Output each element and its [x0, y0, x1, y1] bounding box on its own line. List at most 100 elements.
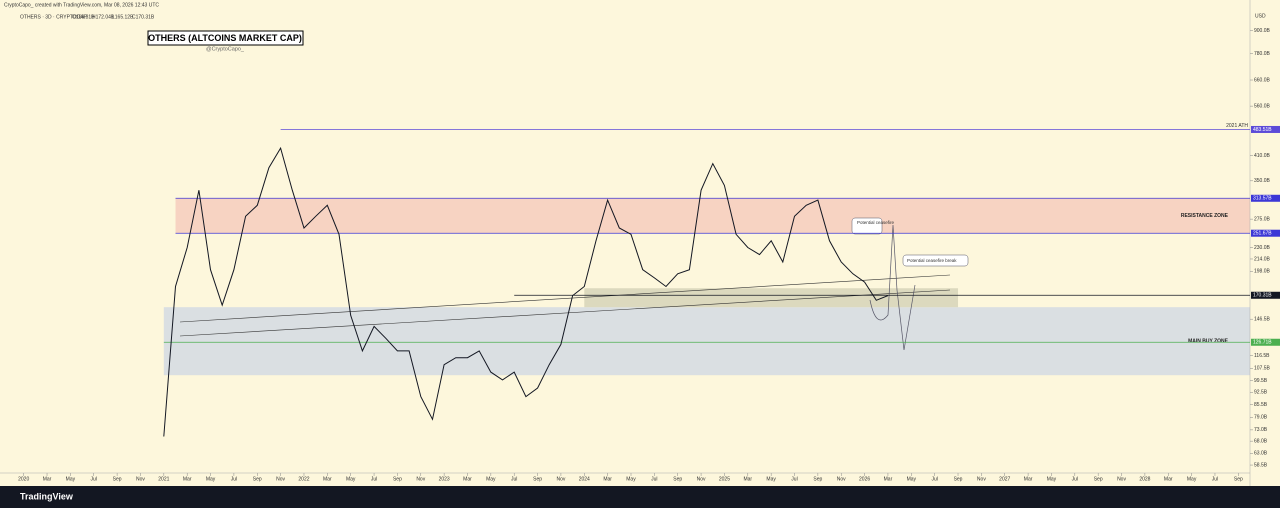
x-tick-label: Jul — [651, 476, 657, 482]
x-tick-label: 2020 — [18, 476, 29, 482]
price-tag-label: 251.67B — [1253, 231, 1272, 237]
x-tick-label: Jul — [91, 476, 97, 482]
y-tick-label: 99.5B — [1254, 378, 1268, 384]
zone-label: MAIN BUY ZONE — [1188, 339, 1229, 345]
price-tag — [1251, 291, 1280, 299]
x-tick-label: Mar — [323, 476, 332, 482]
x-tick-label: May — [1187, 476, 1197, 482]
x-tick-label: May — [486, 476, 496, 482]
x-tick-label: May — [907, 476, 917, 482]
x-tick-label: Sep — [1094, 476, 1103, 482]
annotation: Potential ceasefire — [857, 220, 895, 225]
x-tick-label: 2028 — [1139, 476, 1150, 482]
x-tick-label: Mar — [884, 476, 893, 482]
x-tick-label: Mar — [463, 476, 472, 482]
x-tick-label: Nov — [837, 476, 846, 482]
y-tick-label: 116.5B — [1254, 353, 1270, 359]
y-tick-label: 214.0B — [1254, 256, 1271, 262]
x-tick-label: Nov — [416, 476, 425, 482]
level-label: 2021 ATH — [1226, 123, 1248, 129]
zone — [175, 198, 1251, 234]
x-tick-label: Jul — [791, 476, 797, 482]
symbol-info: OTHERS · 3D · CRYPTOCAP — [20, 14, 88, 20]
ohlc-close: C170.31B — [132, 14, 155, 20]
y-tick-label: 198.0B — [1254, 269, 1271, 275]
zone-label: RESISTANCE ZONE — [1181, 213, 1229, 219]
x-tick-label: Sep — [253, 476, 262, 482]
x-tick-label: May — [66, 476, 76, 482]
x-tick-label: Jul — [371, 476, 377, 482]
x-tick-label: Jul — [1212, 476, 1218, 482]
price-tag — [1251, 229, 1280, 237]
y-tick-label: 410.0B — [1254, 153, 1271, 159]
chart-subtitle: @CryptoCapo_ — [206, 46, 245, 52]
x-tick-label: Mar — [743, 476, 752, 482]
plot-area — [163, 198, 1251, 376]
y-tick-label: 107.5B — [1254, 366, 1271, 372]
x-tick-label: Sep — [1234, 476, 1243, 482]
x-tick-label: Sep — [533, 476, 542, 482]
y-tick-label: 79.0B — [1254, 415, 1268, 421]
y-tick-label: 63.0B — [1254, 451, 1268, 457]
y-tick-label: 350.0B — [1254, 178, 1271, 184]
x-tick-label: 2026 — [859, 476, 870, 482]
y-tick-label: 230.0B — [1254, 245, 1271, 251]
footer-bar — [0, 486, 1280, 508]
trend-line — [179, 274, 951, 323]
footer-brand: TradingView — [20, 491, 74, 501]
y-tick-label: 68.0B — [1254, 438, 1268, 444]
callout-box — [902, 254, 969, 267]
x-tick-label: Jul — [931, 476, 937, 482]
x-tick-label: Nov — [697, 476, 706, 482]
projection-path — [869, 224, 916, 351]
x-tick-label: Mar — [1024, 476, 1033, 482]
price-tag-label: 483.51B — [1253, 127, 1272, 133]
x-tick-label: Jul — [1072, 476, 1078, 482]
currency: USD — [1255, 13, 1266, 19]
y-tick-label: 73.0B — [1254, 427, 1268, 433]
x-tick-label: 2023 — [439, 476, 450, 482]
annotation: Potential ceasefire break — [907, 258, 957, 263]
x-tick-label: 2021 — [158, 476, 169, 482]
price-tag-label: 170.31B — [1253, 293, 1272, 299]
callout-box — [851, 217, 883, 235]
title-box — [147, 30, 304, 46]
x-tick-label: Nov — [136, 476, 145, 482]
x-tick-label: Sep — [113, 476, 122, 482]
x-tick-label: Mar — [183, 476, 192, 482]
trend-line — [179, 289, 951, 337]
x-tick-label: Nov — [276, 476, 285, 482]
price-tag-label: 126.71B — [1253, 340, 1272, 346]
header: CryptoCapo_ created with TradingView.com… — [4, 2, 159, 8]
x-tick-label: Mar — [603, 476, 612, 482]
price-tag — [1251, 125, 1280, 133]
x-tick-label: Sep — [954, 476, 963, 482]
y-tick-label: 780.0B — [1254, 51, 1271, 57]
y-tick-label: 58.5B — [1254, 462, 1268, 468]
x-tick-label: Sep — [813, 476, 822, 482]
y-tick-label: 660.0B — [1254, 77, 1271, 83]
x-tick-label: May — [626, 476, 636, 482]
ohlc-open: O169.31B — [72, 14, 95, 20]
zone — [584, 288, 959, 308]
y-tick-label: 275.0B — [1254, 216, 1271, 222]
x-tick-label: Sep — [393, 476, 402, 482]
zone — [163, 307, 1250, 376]
ohlc-low: L165.12B — [112, 14, 134, 20]
x-tick-label: May — [766, 476, 776, 482]
price-tag — [1251, 194, 1280, 202]
x-tick-label: Jul — [231, 476, 237, 482]
price-tag-label: 313.57B — [1253, 196, 1272, 202]
x-tick-label: May — [346, 476, 356, 482]
chart-title: OTHERS (ALTCOINS MARKET CAP) — [148, 33, 302, 43]
x-tick-label: Jul — [511, 476, 517, 482]
y-tick-label: 85.5B — [1254, 402, 1268, 408]
x-tick-label: Mar — [43, 476, 52, 482]
ohlc-high: H172.04B — [92, 14, 115, 20]
x-tick-label: Nov — [556, 476, 565, 482]
x-tick-label: Nov — [977, 476, 986, 482]
y-tick-label: 92.5B — [1254, 390, 1268, 396]
y-tick-label: 560.0B — [1254, 103, 1271, 109]
